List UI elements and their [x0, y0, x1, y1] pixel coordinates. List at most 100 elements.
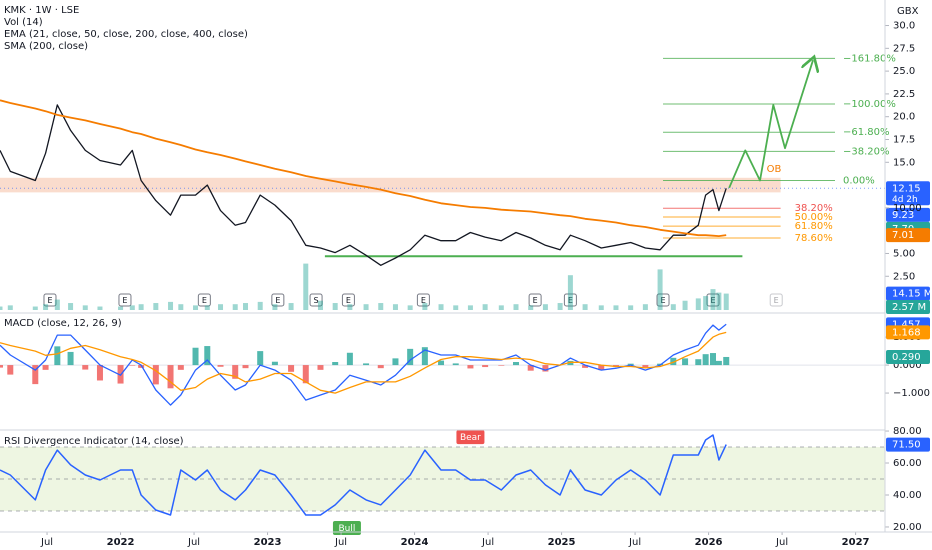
histogram-bar [96, 365, 103, 381]
y-tick-label: 30.0 [893, 21, 915, 32]
histogram-bar [682, 358, 689, 366]
histogram-bar [67, 351, 74, 366]
legend-volume: Vol (14) [4, 17, 43, 28]
sma-line [0, 99, 727, 237]
volume-bar [482, 304, 488, 310]
fib-label: 50.00% [795, 212, 833, 223]
volume-bar [303, 263, 309, 310]
volume-bar [129, 305, 135, 310]
event-label: E [275, 296, 280, 305]
fib-label: −61.80% [843, 127, 890, 138]
x-tick-label: Jul [775, 537, 788, 548]
signal-label: Bull [338, 524, 355, 534]
event-label: E [47, 296, 52, 305]
macd-title: MACD (close, 12, 26, 9) [4, 318, 122, 329]
volume-bar [422, 303, 428, 310]
event-label: E [122, 296, 127, 305]
price-tag-label: 2.57 M [892, 302, 926, 313]
event-label: E [346, 296, 351, 305]
histogram-bar [82, 365, 89, 370]
x-tick-label: Jul [187, 537, 200, 548]
volume-bar [582, 304, 588, 310]
ob-label: OB [767, 164, 782, 175]
event-label: E [710, 296, 715, 305]
volume-bar [467, 305, 473, 310]
price-tag [886, 437, 930, 452]
histogram-bar [715, 360, 722, 366]
volume-bar [204, 305, 210, 310]
y-tick-label: 20.0 [893, 112, 915, 123]
y-tick-label: 15.0 [893, 157, 915, 168]
x-tick-label: 2025 [548, 537, 576, 548]
histogram-bar [695, 359, 702, 366]
signal-line [0, 331, 727, 394]
histogram-bar [467, 365, 474, 369]
histogram-bar [332, 362, 339, 366]
price-tag-label: 1.457 [892, 319, 921, 330]
volume-bar [598, 305, 604, 310]
volume-bar [642, 304, 648, 310]
projection [728, 60, 813, 189]
x-tick-label: Jul [481, 537, 494, 548]
x-tick-label: 2026 [695, 537, 723, 548]
histogram-bar [7, 365, 14, 375]
fib-label: −38.20% [843, 146, 890, 157]
volume-bar [168, 301, 174, 310]
event-label: S [314, 296, 319, 305]
histogram-bar [598, 365, 605, 371]
x-tick-label: 2027 [842, 537, 870, 548]
signal-tag [456, 430, 485, 445]
histogram-bar [527, 365, 534, 371]
event-marker [118, 293, 132, 307]
histogram-bar [702, 354, 709, 366]
volume-bar [682, 300, 688, 310]
price-tag [886, 228, 930, 243]
histogram-bar [513, 362, 520, 366]
histogram-bar [167, 365, 174, 389]
histogram-bar [377, 365, 384, 369]
price-tag-label: 71.50 [892, 440, 921, 451]
histogram-bar [257, 351, 264, 366]
histogram-bar [129, 365, 136, 366]
event-label: E [202, 296, 207, 305]
y-tick-label: 80.00 [893, 426, 922, 437]
y-tick-label: 20.00 [893, 522, 922, 533]
histogram-bar [152, 365, 159, 385]
histogram-bar [709, 353, 716, 366]
volume-bar [513, 304, 519, 310]
rsi-title: RSI Divergence Indicator (14, close) [4, 436, 184, 447]
histogram-bar [232, 365, 239, 379]
volume-bar [657, 269, 663, 310]
y-tick-label: 10.00 [893, 203, 922, 214]
event-marker [563, 293, 577, 307]
event-marker [416, 293, 430, 307]
volume-bar [628, 305, 634, 310]
x-tick-label: Jul [40, 537, 53, 548]
volume-bar [363, 304, 369, 310]
volume-bar [7, 305, 13, 310]
volume-bar [257, 301, 263, 310]
y-tick-label: 22.5 [893, 89, 915, 100]
volume-bar [54, 299, 60, 310]
volume-bar [97, 306, 103, 310]
y-tick-label: 17.5 [893, 135, 915, 146]
volume-bar [703, 296, 709, 310]
price-tag [886, 325, 930, 340]
price-tag-label: 0.290 [892, 352, 921, 363]
histogram-bar [421, 347, 428, 366]
fib-label: 61.80% [795, 221, 833, 232]
legend-ema: EMA (21, close, 50, close, 200, close, 4… [4, 29, 248, 40]
histogram-bar [438, 360, 445, 366]
x-tick-label: 2022 [107, 537, 135, 548]
event-marker [43, 293, 57, 307]
histogram-bar [317, 365, 324, 370]
histogram-bar [0, 365, 3, 368]
volume-bar [272, 304, 278, 310]
event-marker [528, 293, 542, 307]
volume-bar [670, 304, 676, 310]
histogram-bar [642, 365, 649, 368]
volume-bar [43, 304, 49, 310]
histogram-bar [242, 365, 249, 369]
volume-bar [153, 303, 159, 310]
volume-bar [138, 304, 144, 310]
